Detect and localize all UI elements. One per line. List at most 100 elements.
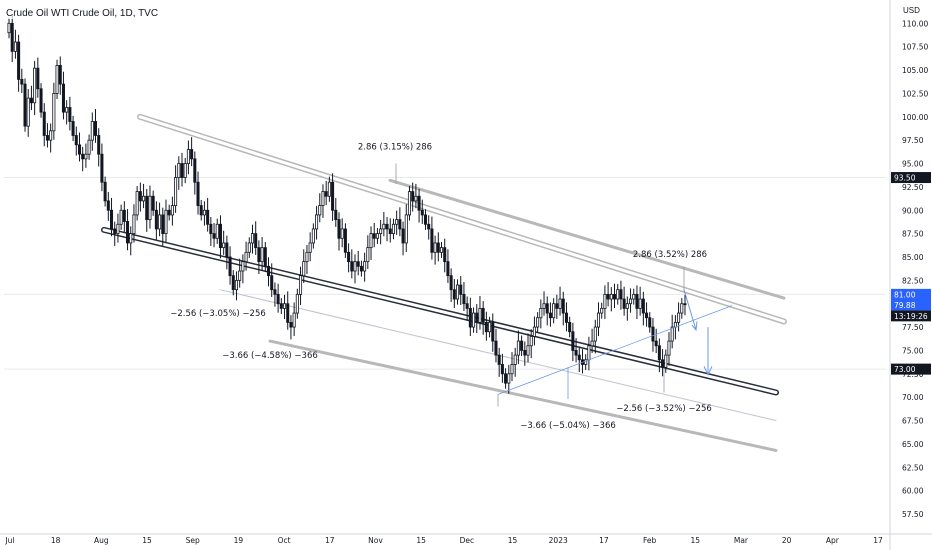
candle xyxy=(180,163,184,178)
candle xyxy=(212,233,216,239)
y-tick-label: 95.00 xyxy=(902,160,924,169)
x-tick-label: 15 xyxy=(416,536,426,545)
candle xyxy=(174,177,178,206)
candle xyxy=(558,298,562,309)
candle xyxy=(680,303,684,314)
candle xyxy=(97,135,101,155)
candle xyxy=(552,303,556,319)
candle xyxy=(13,41,17,52)
x-tick-label: 20 xyxy=(782,536,792,545)
y-tick-label: 87.50 xyxy=(902,230,924,239)
candle xyxy=(395,219,399,225)
candle xyxy=(77,144,82,155)
x-tick-label: Apr xyxy=(826,536,840,545)
candle xyxy=(299,275,303,295)
candle xyxy=(446,261,450,277)
candle xyxy=(292,312,296,328)
candle xyxy=(238,270,242,281)
candle xyxy=(61,83,65,113)
candle xyxy=(500,364,504,375)
candle xyxy=(504,373,508,384)
candle xyxy=(411,191,415,202)
candle xyxy=(625,303,629,309)
candle xyxy=(657,345,661,361)
candle xyxy=(443,247,447,263)
candle xyxy=(398,219,402,230)
price-tag-label: 73.00 xyxy=(894,365,916,374)
x-tick-label: Jul xyxy=(4,536,14,545)
candle xyxy=(145,195,149,220)
x-tick-label: 18 xyxy=(51,536,61,545)
candle xyxy=(651,326,655,342)
candle xyxy=(548,312,552,319)
candle xyxy=(318,205,322,216)
candle xyxy=(622,298,626,309)
candle xyxy=(561,298,565,314)
candle xyxy=(564,312,568,323)
candle xyxy=(321,191,325,206)
candle xyxy=(158,214,162,230)
candle xyxy=(449,275,453,291)
channel-upper-outer-inner xyxy=(138,115,786,323)
arrow-down-large-head xyxy=(703,366,713,376)
chart-title: Crude Oil WTI Crude Oil, 1D, TVC xyxy=(6,8,159,19)
candle xyxy=(491,321,495,342)
candle xyxy=(167,209,171,216)
candle xyxy=(382,223,386,230)
candle xyxy=(289,321,293,328)
x-tick-label: Dec xyxy=(460,536,475,545)
candle xyxy=(436,242,440,253)
y-tick-label: 105.00 xyxy=(902,66,928,75)
candle xyxy=(260,247,264,263)
candle xyxy=(199,205,203,216)
measure-annotation: 2.86 (3.15%) 286 xyxy=(358,143,432,153)
candle xyxy=(244,251,248,263)
candle xyxy=(481,307,485,323)
y-tick-label: 57.50 xyxy=(902,510,924,519)
y-tick-label: 90.00 xyxy=(902,206,924,215)
candle xyxy=(116,223,120,235)
candle xyxy=(257,247,261,263)
candle xyxy=(206,209,210,225)
y-tick-label: 75.00 xyxy=(902,346,924,355)
candle xyxy=(81,153,85,160)
candle xyxy=(574,350,578,356)
candle xyxy=(334,209,338,221)
candle xyxy=(209,223,213,235)
candle xyxy=(609,293,613,300)
candle xyxy=(677,312,681,323)
candle xyxy=(507,373,511,384)
candle xyxy=(100,153,104,183)
candle xyxy=(129,233,133,244)
candle xyxy=(468,307,472,328)
candle xyxy=(456,284,460,300)
candle xyxy=(110,209,114,230)
candle xyxy=(356,261,360,267)
x-tick-label: 15 xyxy=(142,536,152,545)
candle xyxy=(202,209,206,216)
candle xyxy=(632,293,636,300)
candle xyxy=(263,247,267,267)
candle xyxy=(142,195,146,202)
candle xyxy=(629,298,633,305)
candle xyxy=(218,223,222,249)
candle xyxy=(183,163,187,178)
currency-label: USD xyxy=(903,6,920,15)
candle xyxy=(315,214,319,230)
candle xyxy=(161,214,165,235)
candle xyxy=(423,214,428,225)
price-tag xyxy=(891,299,931,311)
candle xyxy=(164,209,168,235)
candle xyxy=(308,242,312,253)
candle xyxy=(478,307,482,323)
price-tag-label: 93.50 xyxy=(894,174,916,183)
candle xyxy=(488,321,492,333)
candle xyxy=(577,354,581,361)
candle xyxy=(151,195,155,211)
candle xyxy=(305,251,309,263)
arrow-down-small-head xyxy=(691,321,698,332)
candle xyxy=(247,242,251,253)
candle xyxy=(465,303,469,309)
